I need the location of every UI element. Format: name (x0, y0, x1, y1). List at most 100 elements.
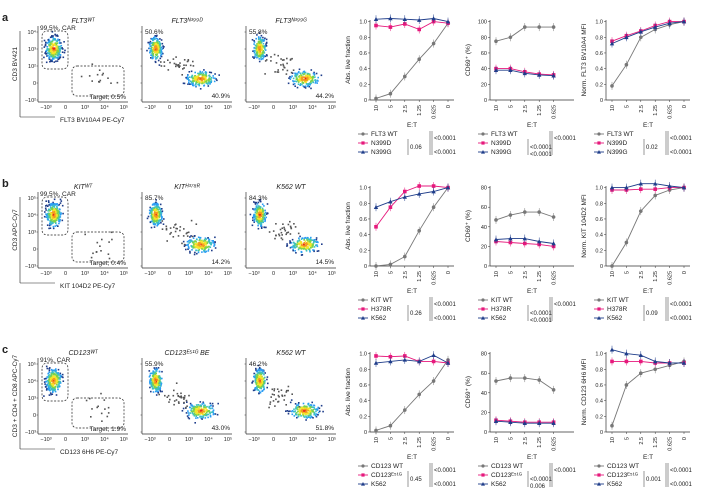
event-dot (303, 242, 306, 244)
event-dot (285, 233, 287, 236)
event-dot (255, 37, 257, 40)
event-dot (253, 214, 255, 216)
event-dot (257, 220, 260, 222)
event-dot (204, 248, 206, 251)
event-dot (45, 381, 47, 383)
event-dot (54, 387, 56, 389)
event-dot (188, 71, 191, 73)
event-dot (298, 68, 301, 71)
event-dot (252, 216, 255, 218)
event-dot (314, 76, 316, 78)
event-dot (308, 78, 310, 81)
event-dot (294, 74, 296, 77)
event-dot (159, 38, 161, 40)
event-dot (260, 34, 263, 37)
event-dot (313, 250, 315, 253)
event-dot (153, 372, 156, 374)
event-dot (61, 204, 64, 207)
event-dot (287, 412, 290, 415)
event-dot (254, 378, 257, 380)
p-value: 0.001 (646, 477, 662, 483)
legend-label: CD123 WT (607, 463, 639, 470)
event-dot (211, 240, 213, 242)
event-dot (309, 241, 311, 243)
event-dot (53, 380, 56, 382)
event-dot (302, 414, 305, 417)
ytick-label: 0.4 (359, 233, 367, 239)
event-dot (156, 386, 158, 389)
event-dot (49, 47, 52, 50)
event-dot (54, 221, 56, 223)
event-dot (252, 215, 255, 217)
data-point (388, 25, 393, 29)
event-dot (265, 226, 267, 229)
flow-xtick-label: 10⁴ (100, 270, 109, 277)
event-dot (307, 414, 310, 417)
event-dot (286, 410, 289, 412)
event-dot (193, 78, 196, 81)
event-dot (186, 240, 189, 243)
data-point (445, 185, 451, 190)
data-point (537, 378, 541, 382)
event-dot (282, 64, 285, 67)
event-dot (100, 412, 103, 415)
chart-y-label: Abs. live fraction (345, 202, 352, 250)
event-dot (314, 82, 317, 84)
event-dot (52, 58, 55, 60)
xtick-label: 10 (610, 271, 616, 277)
data-point (493, 419, 499, 424)
legend-marker (597, 316, 601, 320)
event-dot (274, 237, 276, 240)
event-dot (156, 224, 158, 227)
event-dot (156, 205, 158, 207)
event-dot (205, 81, 207, 83)
event-dot (208, 240, 210, 242)
data-point (681, 19, 687, 24)
event-dot (159, 57, 162, 60)
event-dot (148, 209, 151, 212)
event-dot (258, 381, 261, 384)
event-dot (304, 240, 307, 242)
event-dot (272, 400, 275, 402)
event-dot (256, 214, 258, 216)
event-dot (301, 83, 303, 86)
event-dot (156, 221, 159, 224)
event-dot (310, 244, 313, 246)
event-dot (286, 62, 288, 65)
event-dot (51, 383, 53, 386)
event-dot (163, 218, 165, 220)
event-dot (255, 369, 257, 371)
ytick-label: 1.0 (359, 352, 367, 358)
event-dot (158, 216, 161, 219)
event-dot (53, 47, 56, 50)
ytick-label: 100 (478, 20, 487, 26)
event-dot (150, 384, 153, 386)
event-dot (299, 235, 301, 238)
xtick-label: 2.5 (523, 105, 529, 113)
target-gate (71, 65, 125, 97)
chart-y-label: Norm. KIT 104D2 MFI (581, 194, 588, 258)
event-dot (48, 367, 50, 370)
event-dot (173, 62, 176, 65)
event-dot (202, 413, 204, 416)
event-dot (161, 210, 164, 212)
event-dot (52, 220, 55, 223)
data-point (551, 420, 556, 425)
event-dot (260, 383, 263, 386)
event-dot (194, 244, 197, 246)
event-dot (311, 410, 314, 412)
event-dot (313, 74, 316, 76)
event-dot (151, 56, 154, 59)
event-dot (53, 38, 55, 40)
flow-ytick-label: 0 (33, 413, 36, 419)
event-dot (48, 376, 50, 378)
event-dot (316, 250, 319, 252)
event-dot (289, 225, 292, 228)
event-dot (275, 234, 277, 237)
event-dot (186, 231, 188, 234)
ytick-label: 0.4 (595, 399, 603, 405)
event-dot (64, 49, 66, 52)
event-dot (202, 402, 205, 405)
event-dot (43, 56, 45, 59)
flow-x-label: FLT3 BV10A4 PE-Cy7 (60, 117, 125, 124)
